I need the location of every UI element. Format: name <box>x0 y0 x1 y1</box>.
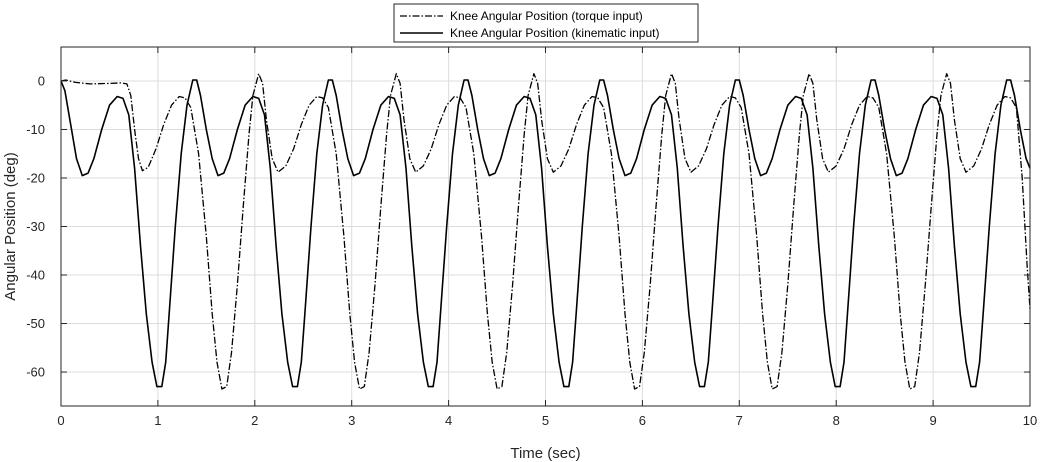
x-tick-label: 9 <box>929 413 936 428</box>
y-axis-label: Angular Position (deg) <box>2 152 19 300</box>
y-tick-label: -20 <box>26 170 45 185</box>
x-tick-label: 10 <box>1023 413 1037 428</box>
series-line-torque-input <box>60 73 1031 390</box>
y-tick-label: -60 <box>26 365 45 380</box>
x-tick-label: 0 <box>57 413 64 428</box>
axis-ticks: 0 1 2 3 4 5 6 7 8 9 10 0 -10 -20 -30 -40 -50 -60 <box>26 47 1037 428</box>
x-tick-label: 6 <box>639 413 646 428</box>
legend-box <box>393 3 699 43</box>
legend-label-kinematic-input: Knee Angular Position (kinematic input) <box>450 26 659 40</box>
legend-label-torque-input: Knee Angular Position (torque input) <box>450 9 643 23</box>
y-tick-label: -10 <box>26 122 45 137</box>
x-tick-label: 3 <box>348 413 355 428</box>
x-tick-label: 4 <box>445 413 452 428</box>
plot-lines <box>60 73 1031 390</box>
series-line-kinematic-input <box>60 79 1031 388</box>
y-tick-label: -50 <box>26 316 45 331</box>
x-tick-label: 2 <box>251 413 258 428</box>
y-tick-label: -40 <box>26 268 45 283</box>
x-axis-label: Time (sec) <box>510 445 580 462</box>
legend: Knee Angular Position (torque input) Kne… <box>393 3 699 43</box>
x-tick-label: 8 <box>833 413 840 428</box>
x-tick-label: 7 <box>736 413 743 428</box>
x-tick-label: 5 <box>542 413 549 428</box>
y-tick-label: -30 <box>26 219 45 234</box>
y-tick-label: 0 <box>38 73 45 88</box>
x-tick-label: 1 <box>154 413 161 428</box>
